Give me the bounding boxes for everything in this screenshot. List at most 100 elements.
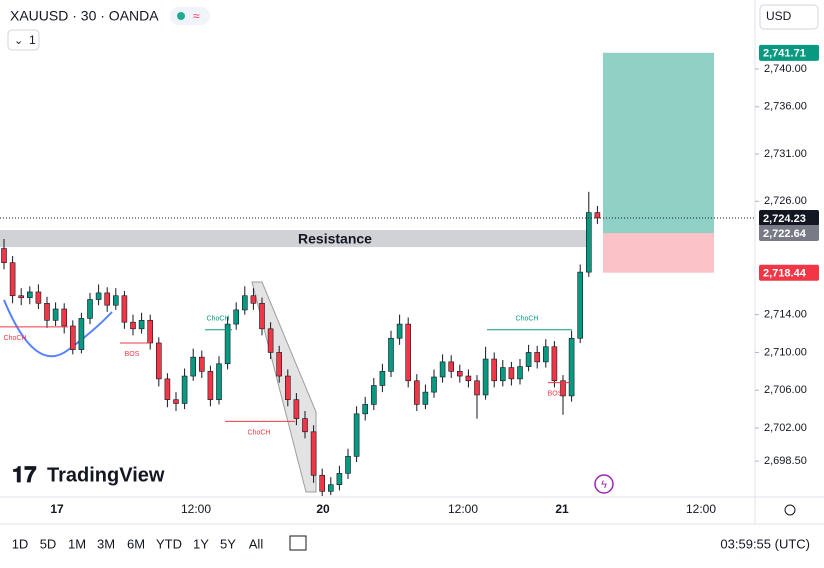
candle-body bbox=[216, 363, 222, 400]
range-button[interactable]: 5D bbox=[40, 536, 57, 551]
candle-body bbox=[585, 212, 592, 273]
curve-drawing bbox=[3, 299, 113, 358]
candle-body bbox=[199, 356, 205, 372]
annotation-label: BOS bbox=[548, 391, 563, 398]
indicator-toggle[interactable] bbox=[7, 29, 40, 51]
x-tick-label: 17 bbox=[50, 502, 64, 516]
candle-body bbox=[396, 323, 403, 339]
candle-body bbox=[491, 358, 498, 382]
candle-body bbox=[284, 375, 291, 400]
event-icon[interactable] bbox=[594, 474, 614, 494]
y-tick-label: 2,710.00 bbox=[764, 346, 807, 358]
candle-body bbox=[1, 248, 7, 263]
overlay: ChoCH BOS ChoCH ChoCH ChoCH BOS bbox=[0, 217, 755, 436]
candle-body bbox=[534, 352, 541, 363]
candle-body bbox=[448, 361, 455, 372]
candle-body bbox=[276, 352, 283, 377]
stop-label: 2,718.44 bbox=[763, 268, 807, 280]
candle-body bbox=[431, 376, 437, 393]
target-zone bbox=[603, 52, 714, 234]
range-button[interactable]: YTD bbox=[156, 536, 182, 551]
status-icon: ≈ bbox=[193, 9, 200, 23]
candle-body bbox=[147, 320, 153, 344]
candle-body bbox=[224, 323, 231, 365]
currency: USD bbox=[766, 9, 792, 23]
candle-body bbox=[190, 356, 196, 377]
candle-body bbox=[456, 371, 463, 377]
candle-body bbox=[405, 323, 412, 382]
y-tick-label: 2,714.00 bbox=[764, 309, 807, 321]
candle-body bbox=[113, 295, 119, 306]
candle-body bbox=[517, 366, 523, 380]
x-tick-label: 21 bbox=[555, 502, 569, 516]
entry-label: 2,722.64 bbox=[763, 228, 807, 240]
candle-body bbox=[439, 361, 446, 378]
currency-button[interactable] bbox=[759, 4, 819, 30]
candle-body bbox=[35, 291, 42, 304]
candle-body bbox=[267, 328, 274, 353]
candles bbox=[1, 191, 601, 497]
current-price-label: 2,724.23 bbox=[763, 213, 806, 225]
range-button[interactable]: 6M bbox=[127, 536, 145, 551]
candle-body bbox=[422, 391, 429, 405]
candle-body bbox=[379, 371, 386, 386]
candle-body bbox=[207, 371, 214, 400]
candle-body bbox=[121, 295, 128, 323]
range-button[interactable]: 5Y bbox=[220, 536, 236, 551]
candle-body bbox=[259, 303, 265, 330]
logo: TradingView bbox=[47, 464, 165, 486]
candle-body bbox=[336, 473, 343, 486]
y-tick-label: 2,740.00 bbox=[764, 63, 807, 75]
range-button[interactable]: 3M bbox=[97, 536, 115, 551]
candle-body bbox=[594, 212, 601, 219]
candle-body bbox=[345, 456, 351, 474]
candle-body bbox=[310, 431, 317, 476]
current-price-tag bbox=[759, 209, 819, 226]
candle-body bbox=[18, 295, 25, 298]
candle-body bbox=[52, 308, 59, 321]
candle-body bbox=[474, 380, 480, 396]
stop-zone bbox=[603, 233, 714, 273]
status-dot bbox=[177, 12, 185, 20]
status-pill bbox=[170, 7, 210, 25]
candle-body bbox=[95, 292, 102, 300]
candle-body bbox=[302, 418, 308, 433]
zone-layer: Resistance bbox=[0, 52, 714, 273]
range-button[interactable]: 1Y bbox=[193, 536, 209, 551]
candle-body bbox=[250, 295, 257, 304]
y-tick-label: 2,702.00 bbox=[764, 422, 807, 434]
candle-body bbox=[26, 291, 33, 298]
candle-body bbox=[353, 413, 360, 457]
candle-body bbox=[542, 346, 549, 363]
candle-body bbox=[138, 320, 145, 330]
chevron: ⌄ bbox=[14, 35, 23, 47]
candle-body bbox=[319, 474, 326, 492]
candle-body bbox=[78, 318, 85, 350]
y-tick-label: 2,731.00 bbox=[764, 148, 807, 160]
candle-body bbox=[465, 375, 472, 382]
candle-body bbox=[499, 367, 506, 382]
footer: 1D 5D 1M 3M 6M YTD 1Y 5Y All bbox=[12, 536, 264, 551]
candle-body bbox=[164, 378, 171, 400]
candle-body bbox=[388, 337, 394, 372]
candle-body bbox=[87, 299, 93, 319]
annotation-label: BOS bbox=[125, 351, 140, 358]
range-button[interactable]: 1D bbox=[12, 536, 29, 551]
annotation-label: ChoCH bbox=[207, 316, 230, 323]
clock: 03:59:55 (UTC) bbox=[720, 536, 810, 551]
date-range-icon[interactable] bbox=[289, 535, 307, 551]
candle-body bbox=[362, 404, 369, 415]
range-button[interactable]: 1M bbox=[68, 536, 86, 551]
range-button[interactable]: All bbox=[249, 536, 264, 551]
y-tick-label: 2,698.50 bbox=[764, 455, 807, 467]
x-tick-label: 12:00 bbox=[686, 502, 716, 516]
indicator-count: 1 bbox=[29, 33, 36, 47]
candle-body bbox=[233, 309, 239, 325]
settings-icon[interactable] bbox=[784, 504, 796, 516]
candle-body bbox=[44, 303, 50, 321]
candle-body bbox=[173, 399, 179, 404]
y-tick-label: 2,706.00 bbox=[764, 384, 807, 396]
candle-body bbox=[508, 367, 515, 380]
